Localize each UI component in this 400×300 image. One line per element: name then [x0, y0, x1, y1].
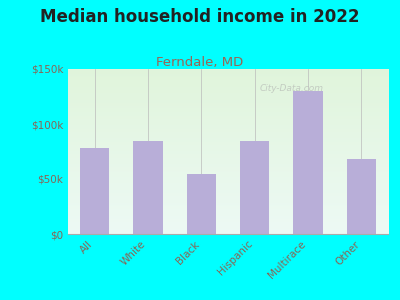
Bar [293, 91, 323, 234]
Text: Median household income in 2022: Median household income in 2022 [40, 8, 360, 26]
Text: City-Data.com: City-Data.com [260, 84, 324, 93]
Bar [240, 140, 269, 234]
Bar [80, 148, 109, 234]
Bar [347, 159, 376, 234]
Text: Ferndale, MD: Ferndale, MD [156, 56, 244, 68]
Bar [187, 173, 216, 234]
Bar [133, 140, 163, 234]
